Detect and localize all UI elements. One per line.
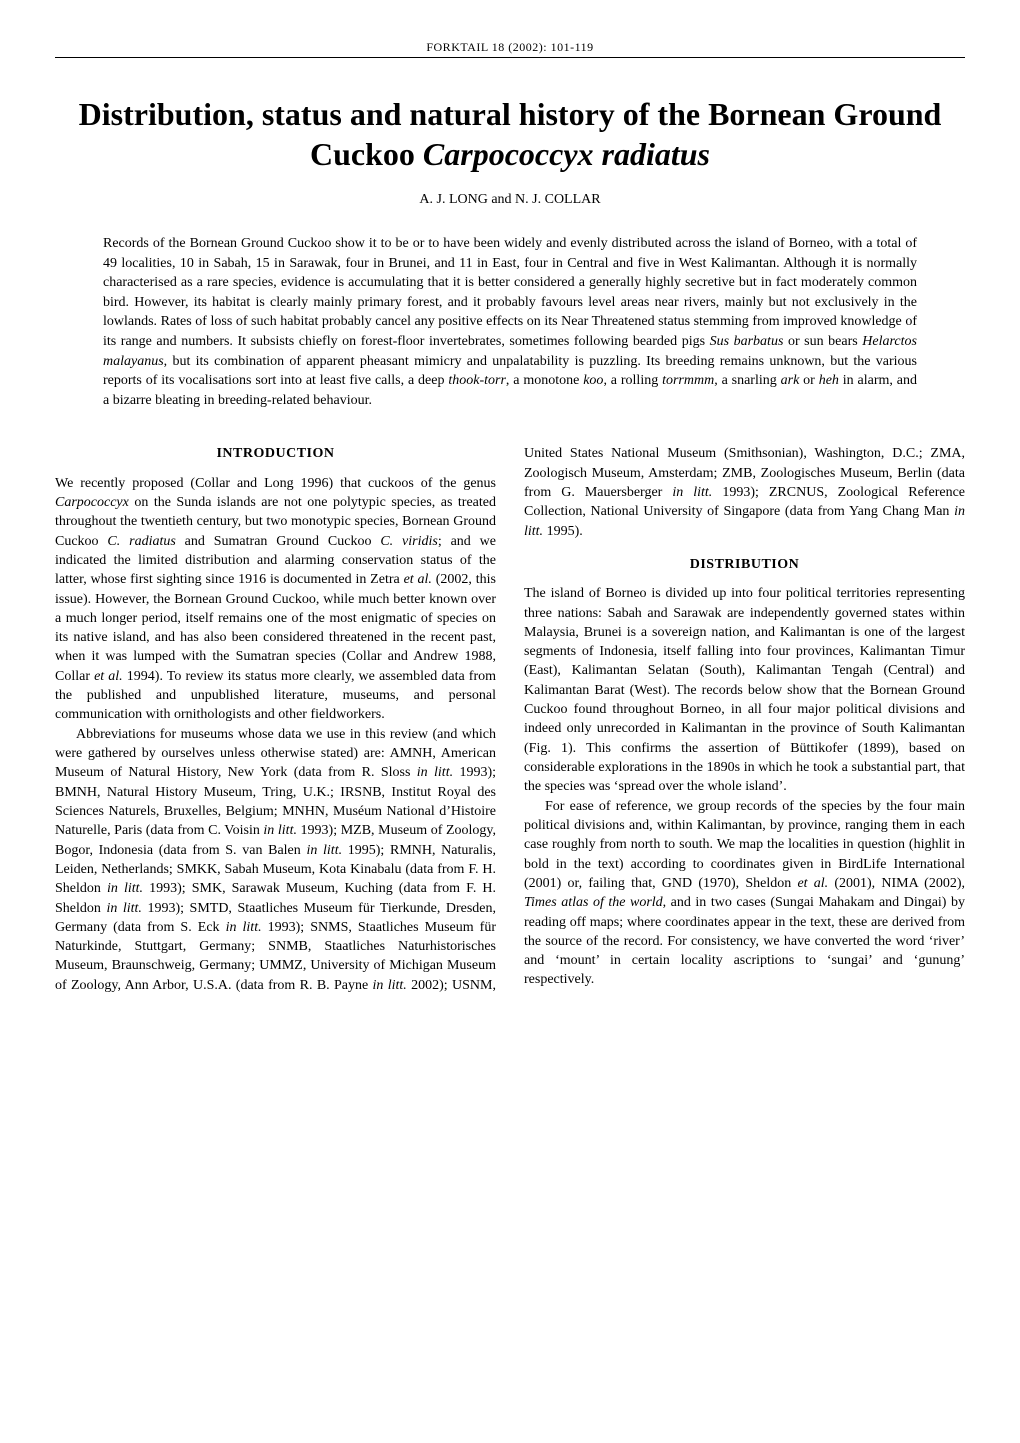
italic-term: C. viridis [380,534,437,549]
body-columns: INTRODUCTION We recently proposed (Colla… [55,444,965,995]
italic-term: torrmmm [662,373,714,388]
italic-term: in litt. [226,920,262,935]
section-head-introduction: INTRODUCTION [55,444,496,463]
italic-term: et al. [404,572,432,587]
authors: A. J. LONG and N. J. COLLAR [55,192,965,208]
italic-term: Helarctos malayanus [103,334,917,369]
italic-term: et al. [94,669,123,684]
italic-term: heh [819,373,839,388]
italic-term: et al. [797,876,828,891]
italic-term: in litt. [524,504,965,538]
abstract: Records of the Bornean Ground Cuckoo sho… [103,234,917,410]
section-head-distribution: DISTRIBUTION [524,555,965,574]
italic-term: in litt. [672,485,712,500]
italic-term: in litt. [373,978,407,993]
distribution-paragraph-1: The island of Borneo is divided up into … [524,584,965,796]
italic-term: in litt. [263,823,297,838]
italic-term: ark [781,373,800,388]
italic-term: in litt. [306,843,342,858]
intro-paragraph-1: We recently proposed (Collar and Long 19… [55,474,496,725]
italic-term: in litt. [417,765,453,780]
italic-term: thook-torr [448,373,506,388]
italic-term: Sus barbatus [710,334,784,349]
distribution-paragraph-2: For ease of reference, we group records … [524,797,965,990]
title-scientific-name: Carpococcyx radiatus [423,136,710,172]
italic-term: C. radiatus [107,534,175,549]
italic-term: in litt. [107,881,143,896]
italic-term: in litt. [106,901,141,916]
head-rule [55,57,965,58]
running-head: FORKTAIL 18 (2002): 101-119 [55,40,965,55]
italic-term: Carpococcyx [55,495,129,510]
italic-term: Times atlas of the world [524,895,663,910]
italic-term: koo [583,373,603,388]
article-title: Distribution, status and natural history… [75,94,945,174]
